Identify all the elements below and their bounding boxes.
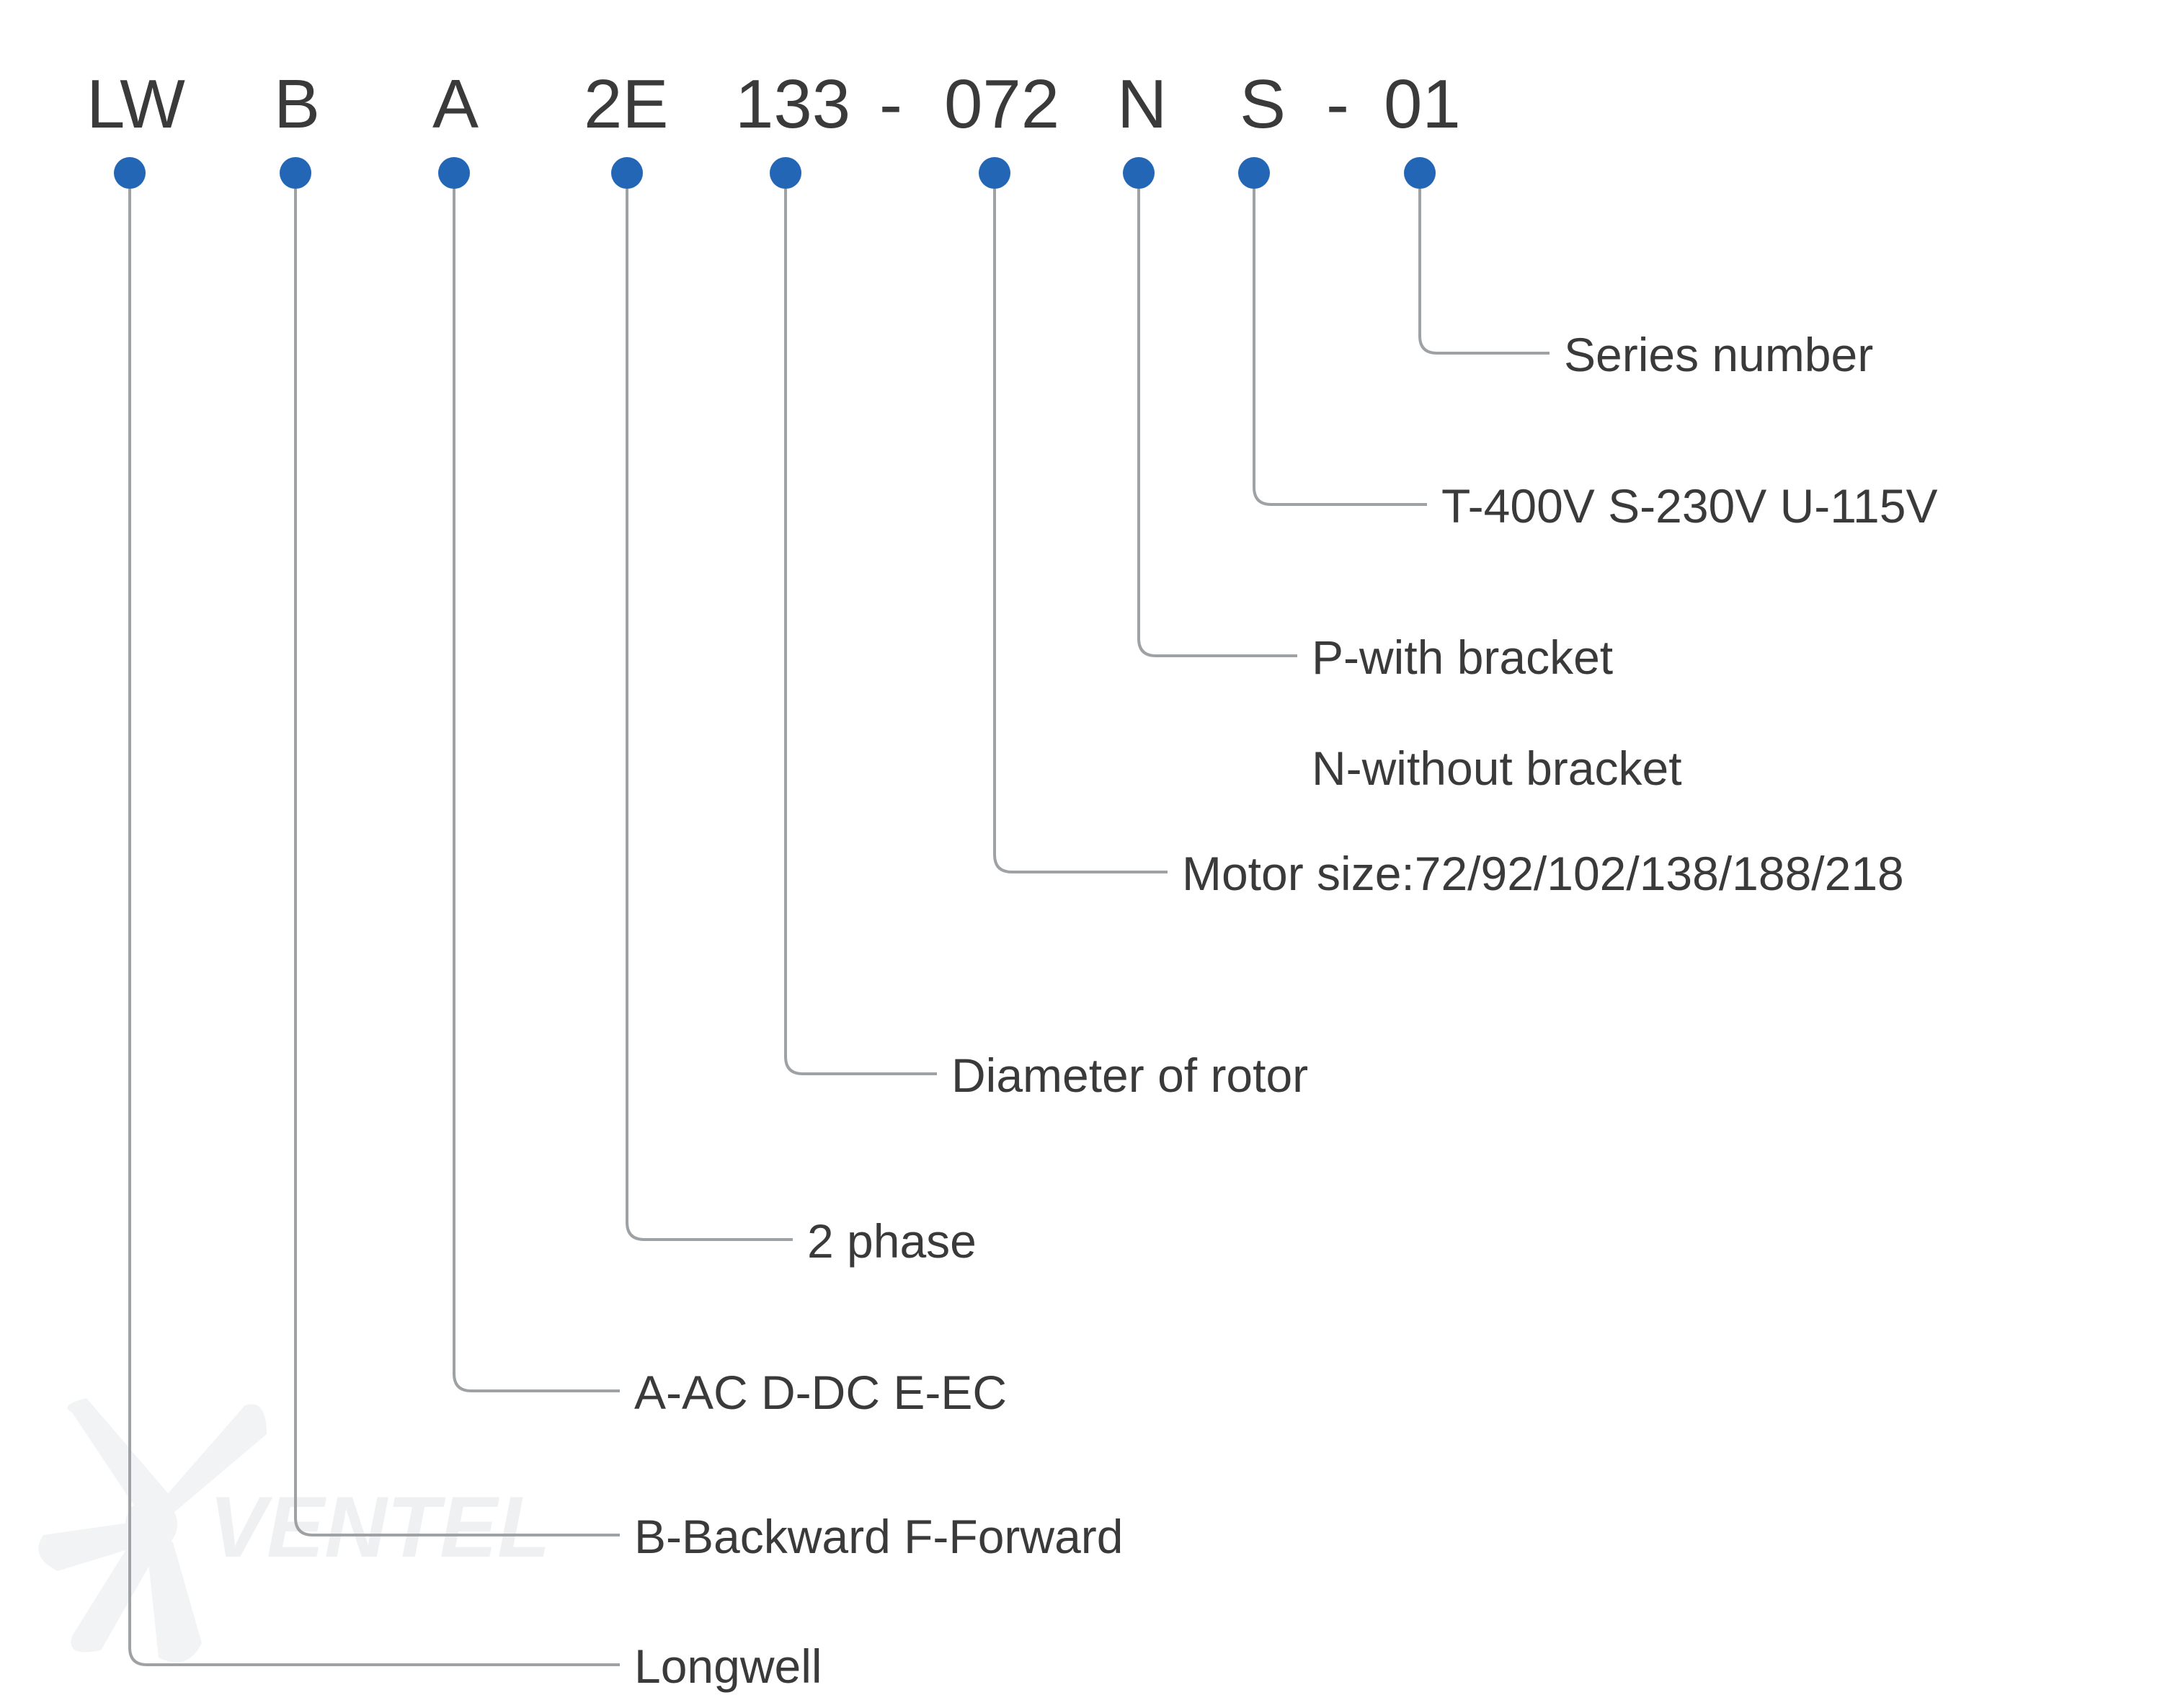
nomenclature-diagram: VENTEL LWBA2E133-072NS-01 Series numberT… xyxy=(0,0,2165,1708)
watermark: VENTEL xyxy=(29,1369,577,1672)
description-8: Longwell xyxy=(634,1639,822,1694)
dot-2 xyxy=(438,157,470,189)
watermark-text: VENTEL xyxy=(209,1479,550,1575)
description-line: Diameter of rotor xyxy=(951,1048,1308,1103)
description-line: N-without bracket xyxy=(1312,741,1682,796)
dot-6 xyxy=(979,157,1010,189)
description-line: P-with bracket xyxy=(1312,630,1682,685)
description-2: P-with bracket N-without bracket xyxy=(1312,630,1682,796)
code-part-9: - xyxy=(1326,65,1349,144)
description-1: T-400V S-230V U-115V xyxy=(1441,479,1938,533)
description-line: Motor size:72/92/102/138/188/218 xyxy=(1182,846,1904,901)
code-part-8: S xyxy=(1240,65,1286,144)
code-part-4: 133 xyxy=(735,65,850,144)
code-part-7: N xyxy=(1117,65,1167,144)
dot-1 xyxy=(280,157,311,189)
dot-8 xyxy=(1238,157,1270,189)
description-line: A-AC D-DC E-EC xyxy=(634,1365,1007,1420)
dot-3 xyxy=(611,157,643,189)
dot-10 xyxy=(1404,157,1436,189)
description-3: Motor size:72/92/102/138/188/218 xyxy=(1182,846,1904,901)
description-5: 2 phase xyxy=(807,1214,977,1268)
description-6: A-AC D-DC E-EC xyxy=(634,1365,1007,1420)
description-line: B-Backward F-Forward xyxy=(634,1509,1123,1564)
description-line: T-400V S-230V U-115V xyxy=(1441,479,1938,533)
code-part-1: B xyxy=(274,65,320,144)
code-part-10: 01 xyxy=(1384,65,1461,144)
description-line: 2 phase xyxy=(807,1214,977,1268)
code-part-5: - xyxy=(879,65,902,144)
code-part-6: 072 xyxy=(944,65,1059,144)
description-0: Series number xyxy=(1564,327,1873,382)
description-line: Longwell xyxy=(634,1639,822,1694)
description-4: Diameter of rotor xyxy=(951,1048,1308,1103)
description-7: B-Backward F-Forward xyxy=(634,1509,1123,1564)
code-part-0: LW xyxy=(86,65,185,144)
dot-0 xyxy=(114,157,146,189)
code-part-3: 2E xyxy=(584,65,668,144)
description-line: Series number xyxy=(1564,327,1873,382)
dot-7 xyxy=(1123,157,1155,189)
dot-4 xyxy=(770,157,801,189)
code-part-2: A xyxy=(432,65,479,144)
